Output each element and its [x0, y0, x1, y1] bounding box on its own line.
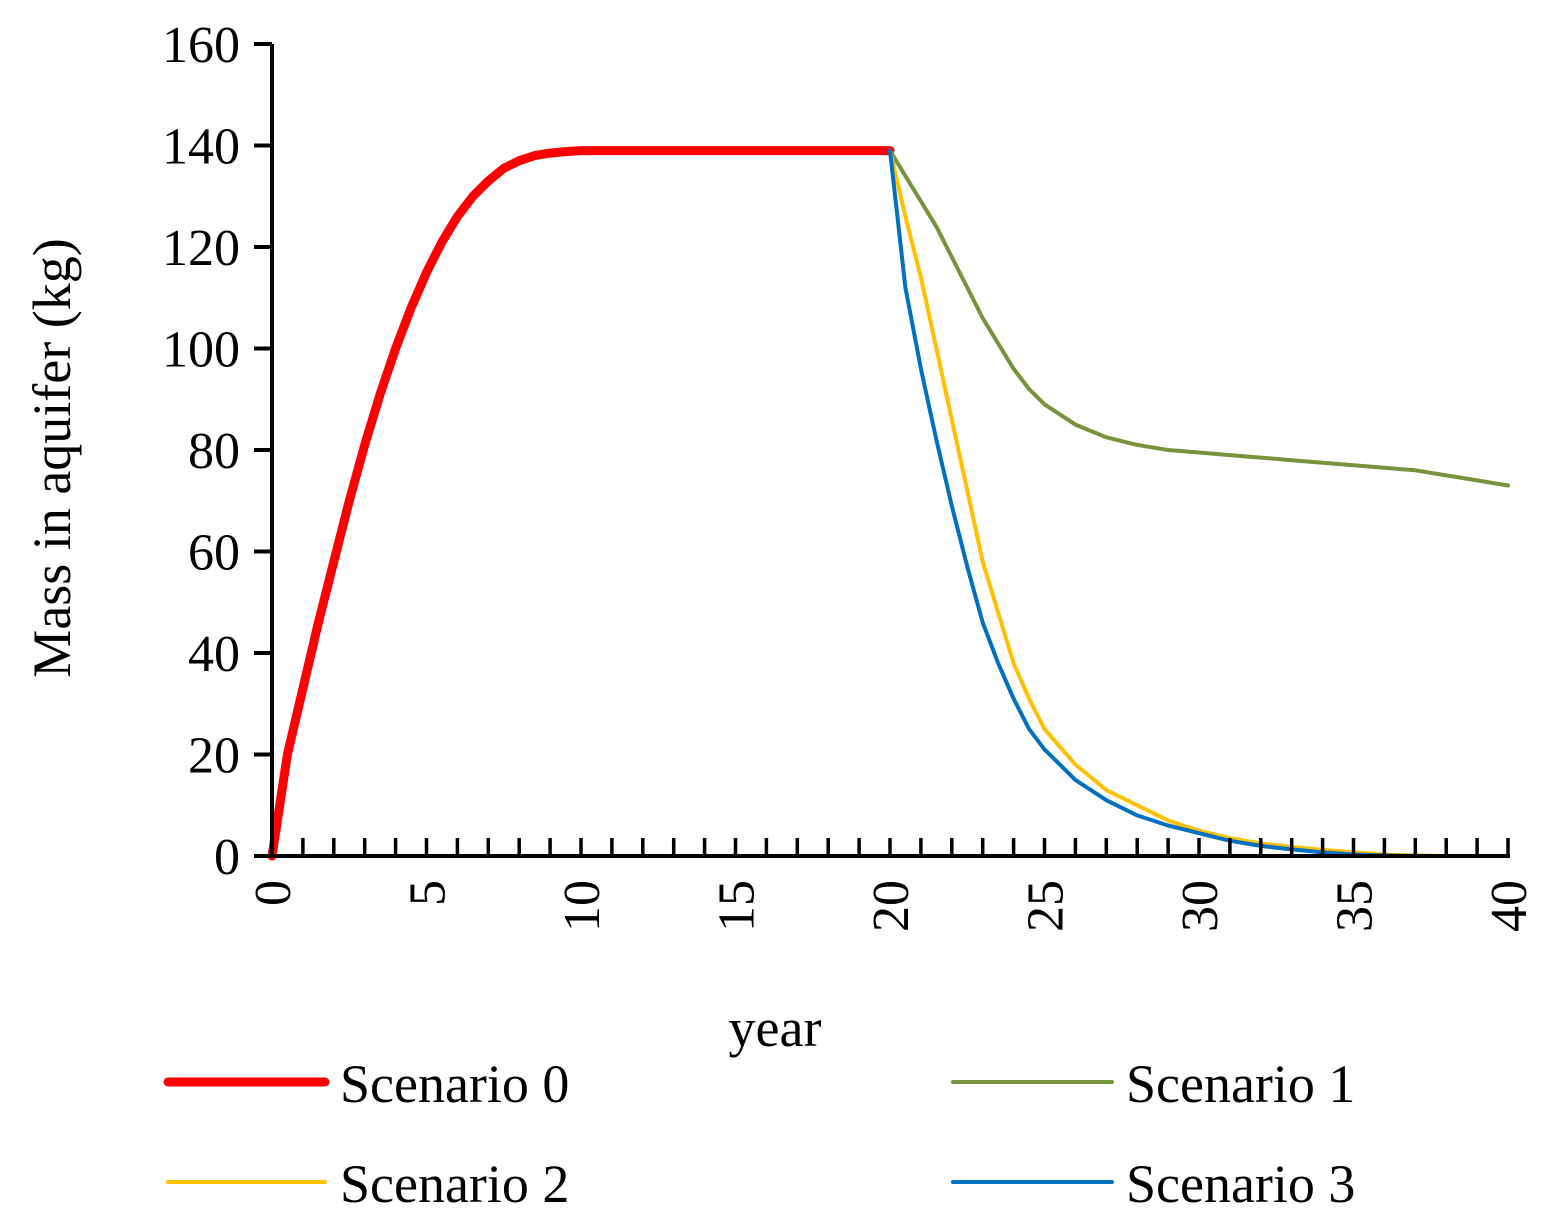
y-tick-label: 80 [188, 423, 240, 480]
legend: Scenario 0 Scenario 1 Scenario 2 Scenario 3 [163, 1054, 1355, 1214]
x-tick-label: 5 [400, 880, 457, 906]
x-tick-label: 0 [245, 880, 302, 906]
legend-label-0: Scenario 0 [340, 1054, 569, 1114]
x-tick-label: 10 [554, 880, 611, 932]
x-tick-label: 20 [863, 880, 920, 932]
series-line-2 [888, 148, 1510, 858]
legend-label-2: Scenario 2 [340, 1154, 569, 1214]
y-tick-label: 20 [188, 728, 240, 785]
y-axis-title: Mass in aquifer (kg) [22, 238, 82, 677]
x-tick-label: 15 [709, 880, 766, 932]
x-tick-label: 40 [1481, 880, 1538, 932]
series-line-1 [888, 148, 1510, 488]
x-tick-label: 30 [1172, 880, 1229, 932]
legend-label-3: Scenario 3 [1126, 1154, 1355, 1214]
y-tick-label: 0 [214, 829, 240, 886]
y-tick-label: 100 [162, 322, 240, 379]
plot-lines [267, 146, 1510, 861]
y-tick-label: 60 [188, 525, 240, 582]
series-line-0 [267, 146, 895, 861]
legend-label-1: Scenario 1 [1126, 1054, 1355, 1114]
axis-ticks: 0 20 40 60 80 100 120 140 160 0 5 10 15 20 25 30 35 40 [162, 17, 1538, 932]
y-tick-label: 120 [162, 220, 240, 277]
x-tick-label: 25 [1018, 880, 1075, 932]
x-axis-title: year [729, 998, 822, 1058]
y-tick-label: 40 [188, 626, 240, 683]
x-tick-label: 35 [1327, 880, 1384, 932]
series-line-3 [888, 148, 1510, 858]
y-tick-label: 140 [162, 119, 240, 176]
y-tick-label: 160 [162, 17, 240, 74]
